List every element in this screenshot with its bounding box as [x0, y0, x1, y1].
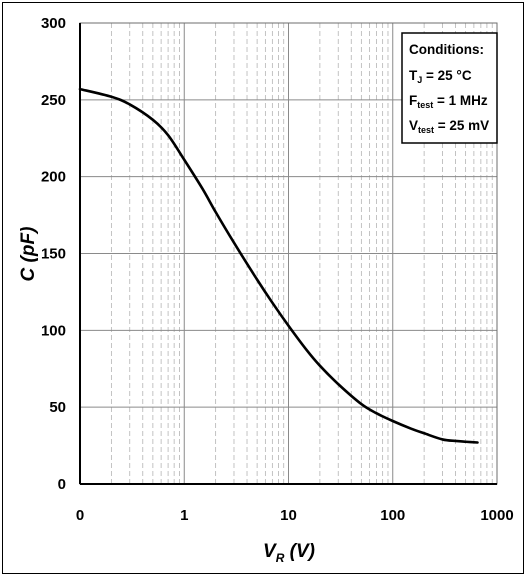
y-tick-label: 50 — [49, 399, 66, 416]
x-axis-title: VR (V) — [263, 541, 315, 565]
y-tick-label: 300 — [41, 15, 66, 32]
condition-ftest-rest: = 1 MHz — [433, 93, 488, 108]
condition-ftest: Ftest = 1 MHz — [409, 93, 488, 110]
x-tick-label: 10 — [280, 507, 297, 524]
x-tick-label: 1000 — [480, 507, 513, 524]
x-axis-title-unit: (V) — [284, 541, 315, 562]
condition-tj-sub: J — [417, 75, 422, 85]
condition-tj: TJ = 25 °C — [409, 68, 472, 85]
condition-vtest-main: V — [409, 118, 418, 133]
condition-vtest-sub: test — [418, 125, 434, 135]
capacitance-curve — [78, 87, 479, 444]
condition-vtest: Vtest = 25 mV — [409, 118, 489, 135]
conditions-box: Conditions: TJ = 25 °C Ftest = 1 MHz Vte… — [401, 32, 498, 144]
x-axis-title-main: V — [263, 541, 277, 562]
y-tick-label: 150 — [41, 246, 66, 263]
y-tick-label: 100 — [41, 322, 66, 339]
x-tick-label: 100 — [380, 507, 405, 524]
condition-tj-rest: = 25 °C — [422, 68, 472, 83]
y-tick-label: 200 — [41, 169, 66, 186]
y-tick-label: 250 — [41, 92, 66, 109]
tick-labels: 0 1 10 100 1000 0 50 100 150 200 250 300 — [41, 15, 514, 524]
series-lines — [78, 87, 479, 444]
conditions-box-border — [401, 32, 498, 144]
condition-ftest-main: F — [409, 93, 417, 108]
condition-ftest-sub: test — [417, 100, 433, 110]
y-tick-label: 0 — [58, 476, 66, 493]
condition-vtest-rest: = 25 mV — [434, 118, 489, 133]
major-gridlines — [79, 22, 498, 485]
x-axis-title-sub: R — [276, 551, 285, 565]
y-axis-title: C (pF) — [18, 227, 39, 282]
conditions-title: Conditions: — [409, 42, 484, 57]
x-tick-label: 0 — [76, 507, 84, 524]
x-tick-label: 1 — [180, 507, 188, 524]
condition-tj-main: T — [409, 68, 418, 83]
